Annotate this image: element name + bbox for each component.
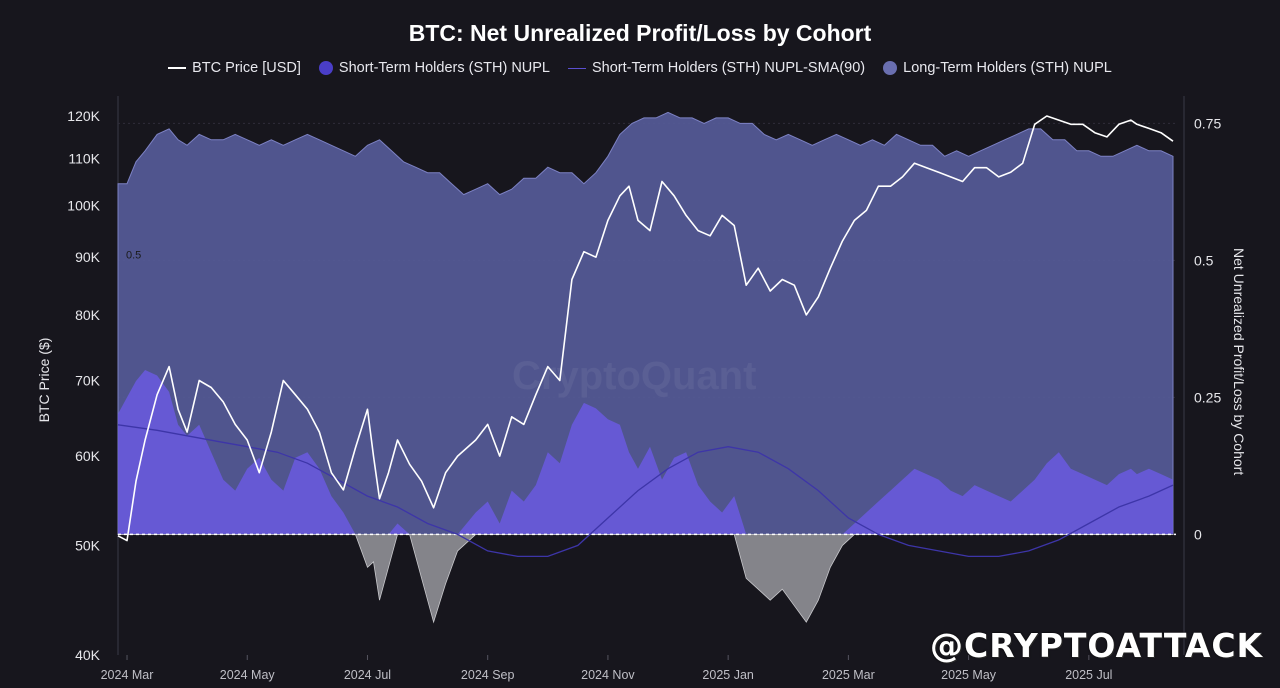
y-right-tick-label: 0 xyxy=(1194,526,1202,542)
legend-label: Short-Term Holders (STH) NUPL xyxy=(338,60,550,76)
y-left-tick-label: 60K xyxy=(75,448,101,464)
line-swatch-icon xyxy=(568,67,586,69)
y-right-tick-label: 0.25 xyxy=(1194,389,1221,405)
lth-nupl-area xyxy=(117,111,1174,535)
y-right-tick-label: 0.5 xyxy=(1194,252,1214,268)
cryptoquant-logo: CryptoQuant xyxy=(512,354,757,398)
legend-item-sth-nupl[interactable]: Short-Term Holders (STH) NUPL xyxy=(318,60,550,76)
y-left-tick-label: 70K xyxy=(75,372,101,388)
chart-legend: BTC Price [USD] Short-Term Holders (STH)… xyxy=(0,60,1280,76)
y-left-tick-label: 120K xyxy=(67,108,100,124)
dot-swatch-icon xyxy=(883,61,898,75)
sth-nupl-positive-area xyxy=(118,370,1173,535)
y-left-tick-label: 50K xyxy=(75,538,101,554)
legend-item-lth-nupl[interactable]: Long-Term Holders (STH) NUPL xyxy=(883,60,1112,76)
y-left-tick-label: 40K xyxy=(75,647,101,663)
x-tick-label: 2024 May xyxy=(220,668,276,682)
dot-swatch-icon xyxy=(318,61,333,75)
y-right-tick-label: 0.75 xyxy=(1194,115,1221,131)
sth-nupl-negative-area xyxy=(117,534,1174,624)
x-tick-label: 2025 May xyxy=(941,668,997,682)
y-left-tick-label: 80K xyxy=(75,307,101,323)
watermark: @CRYPTOATTACK xyxy=(930,626,1264,665)
sth-nupl-sma-line xyxy=(117,424,1174,558)
btc-price-line xyxy=(117,115,1174,542)
y-axis-left-label: BTC Price ($) xyxy=(36,337,52,423)
y-left-tick-label: 90K xyxy=(75,249,101,265)
x-tick-label: 2024 Mar xyxy=(101,668,154,682)
y-left-tick-label: 110K xyxy=(68,151,100,167)
y-axis-right-label: Net Unrealized Profit/Loss by Cohort xyxy=(1231,248,1247,476)
x-tick-label: 2024 Sep xyxy=(461,668,515,682)
legend-item-btc-price[interactable]: BTC Price [USD] xyxy=(168,60,301,76)
chart-title: BTC: Net Unrealized Profit/Loss by Cohor… xyxy=(408,20,872,46)
x-tick-label: 2024 Jul xyxy=(344,668,391,682)
legend-label: BTC Price [USD] xyxy=(192,60,301,76)
legend-item-sth-nupl-sma[interactable]: Short-Term Holders (STH) NUPL-SMA(90) xyxy=(568,60,865,76)
x-tick-label: 2024 Nov xyxy=(581,668,635,682)
line-swatch-icon xyxy=(168,67,187,69)
x-tick-label: 2025 Mar xyxy=(822,668,875,682)
y-left-tick-label: 100K xyxy=(67,197,100,213)
x-tick-label: 2025 Jul xyxy=(1065,668,1112,682)
inline-annotation-0-5: 0.5 xyxy=(126,249,141,261)
legend-label: Short-Term Holders (STH) NUPL-SMA(90) xyxy=(592,60,866,76)
legend-label: Long-Term Holders (STH) NUPL xyxy=(903,60,1112,76)
x-tick-label: 2025 Jan xyxy=(702,668,753,682)
